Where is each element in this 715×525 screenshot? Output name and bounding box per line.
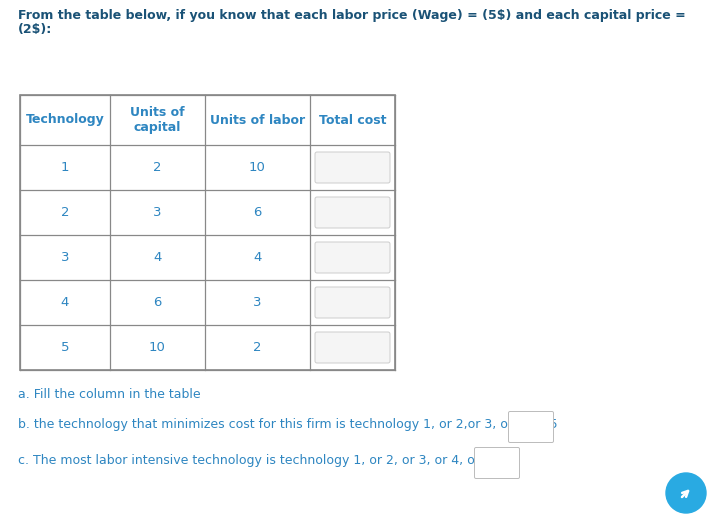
Text: Technology: Technology [26,113,104,127]
Text: 4: 4 [153,251,162,264]
Text: Total cost: Total cost [319,113,386,127]
Text: 10: 10 [249,161,266,174]
Text: 4: 4 [61,296,69,309]
FancyBboxPatch shape [508,412,553,443]
Text: 1: 1 [61,161,69,174]
Circle shape [666,473,706,513]
Text: b. the technology that minimizes cost for this firm is technology 1, or 2,or 3, : b. the technology that minimizes cost fo… [18,418,558,431]
Text: 10: 10 [149,341,166,354]
Text: 6: 6 [253,206,262,219]
Text: 3: 3 [253,296,262,309]
Text: a. Fill the column in the table: a. Fill the column in the table [18,388,201,401]
Text: 2: 2 [153,161,162,174]
FancyBboxPatch shape [315,332,390,363]
Text: 2: 2 [253,341,262,354]
Text: c. The most labor intensive technology is technology 1, or 2, or 3, or 4, or 5: c. The most labor intensive technology i… [18,454,492,467]
FancyBboxPatch shape [315,152,390,183]
Text: 3: 3 [153,206,162,219]
Text: Units of
capital: Units of capital [130,106,184,134]
FancyBboxPatch shape [475,447,520,478]
Text: 2: 2 [61,206,69,219]
Bar [20,95,395,370]
FancyBboxPatch shape [315,197,390,228]
FancyBboxPatch shape [315,287,390,318]
Text: 6: 6 [153,296,162,309]
Text: 3: 3 [61,251,69,264]
Text: From the table below, if you know that each labor price (Wage) = (5$) and each c: From the table below, if you know that e… [18,9,686,22]
Text: Units of labor: Units of labor [210,113,305,127]
FancyBboxPatch shape [315,242,390,273]
Text: 4: 4 [253,251,262,264]
Text: 5: 5 [61,341,69,354]
Text: (2$):: (2$): [18,23,52,36]
